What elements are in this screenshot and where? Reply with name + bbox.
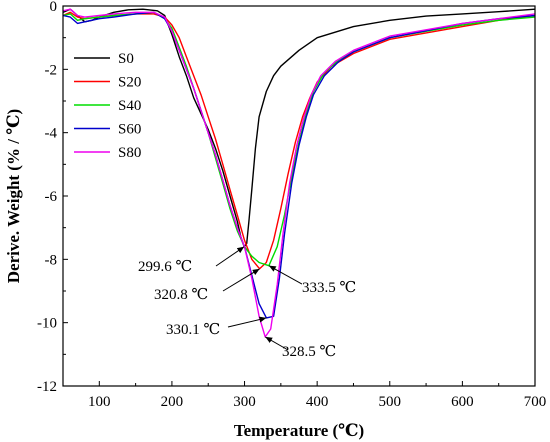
y-tick-label: -10 [37,316,57,332]
annotation-label: 333.5 ℃ [302,280,356,296]
y-axis-title: Derive. Weight (% / ℃) [4,109,23,283]
annotation-arrow [264,336,289,351]
annotation-label: 299.6 ℃ [138,259,192,275]
x-tick-label: 600 [451,394,474,410]
legend-label-s0: S0 [118,51,134,67]
legend-label-s20: S20 [118,75,141,91]
plot-marks [62,8,536,338]
annotation-label: 330.1 ℃ [166,322,220,338]
y-axis-ticks: 0 -2 -4 -6 -8 -10 -12 [37,0,68,395]
legend-label-s60: S60 [118,122,141,138]
y-tick-label: 0 [50,0,58,15]
x-tick-label: 100 [88,394,111,410]
y-tick-label: -12 [37,379,57,395]
x-tick-label: 400 [306,394,329,410]
series-line-s0 [62,8,536,248]
x-axis-ticks: 100 200 300 400 500 600 700 [62,381,547,410]
x-tick-label: 300 [233,394,256,410]
annotation-label: 320.8 ℃ [154,287,208,303]
y-tick-label: -2 [45,62,58,78]
annotation-arrow [268,265,303,285]
annotation-arrow [222,268,260,292]
legend-label-s80: S80 [118,145,141,161]
annotations: 299.6 ℃ 320.8 ℃ 333.5 ℃ 330.1 ℃ 328.5 ℃ [138,246,356,360]
x-tick-label: 200 [161,394,184,410]
x-tick-label: 500 [379,394,402,410]
annotation-arrow [215,246,245,267]
series-line-s80 [62,8,536,338]
legend-label-s40: S40 [118,98,141,114]
x-axis-title: Temperature (℃) [234,421,364,440]
y-tick-label: -8 [45,252,58,268]
annotation-arrow [227,316,267,328]
legend: S0 S20 S40 S60 S80 [74,51,141,161]
x-tick-label: 700 [524,394,547,410]
y-tick-label: -6 [45,189,58,205]
annotation-label: 328.5 ℃ [282,344,336,360]
y-tick-label: -4 [45,126,58,142]
